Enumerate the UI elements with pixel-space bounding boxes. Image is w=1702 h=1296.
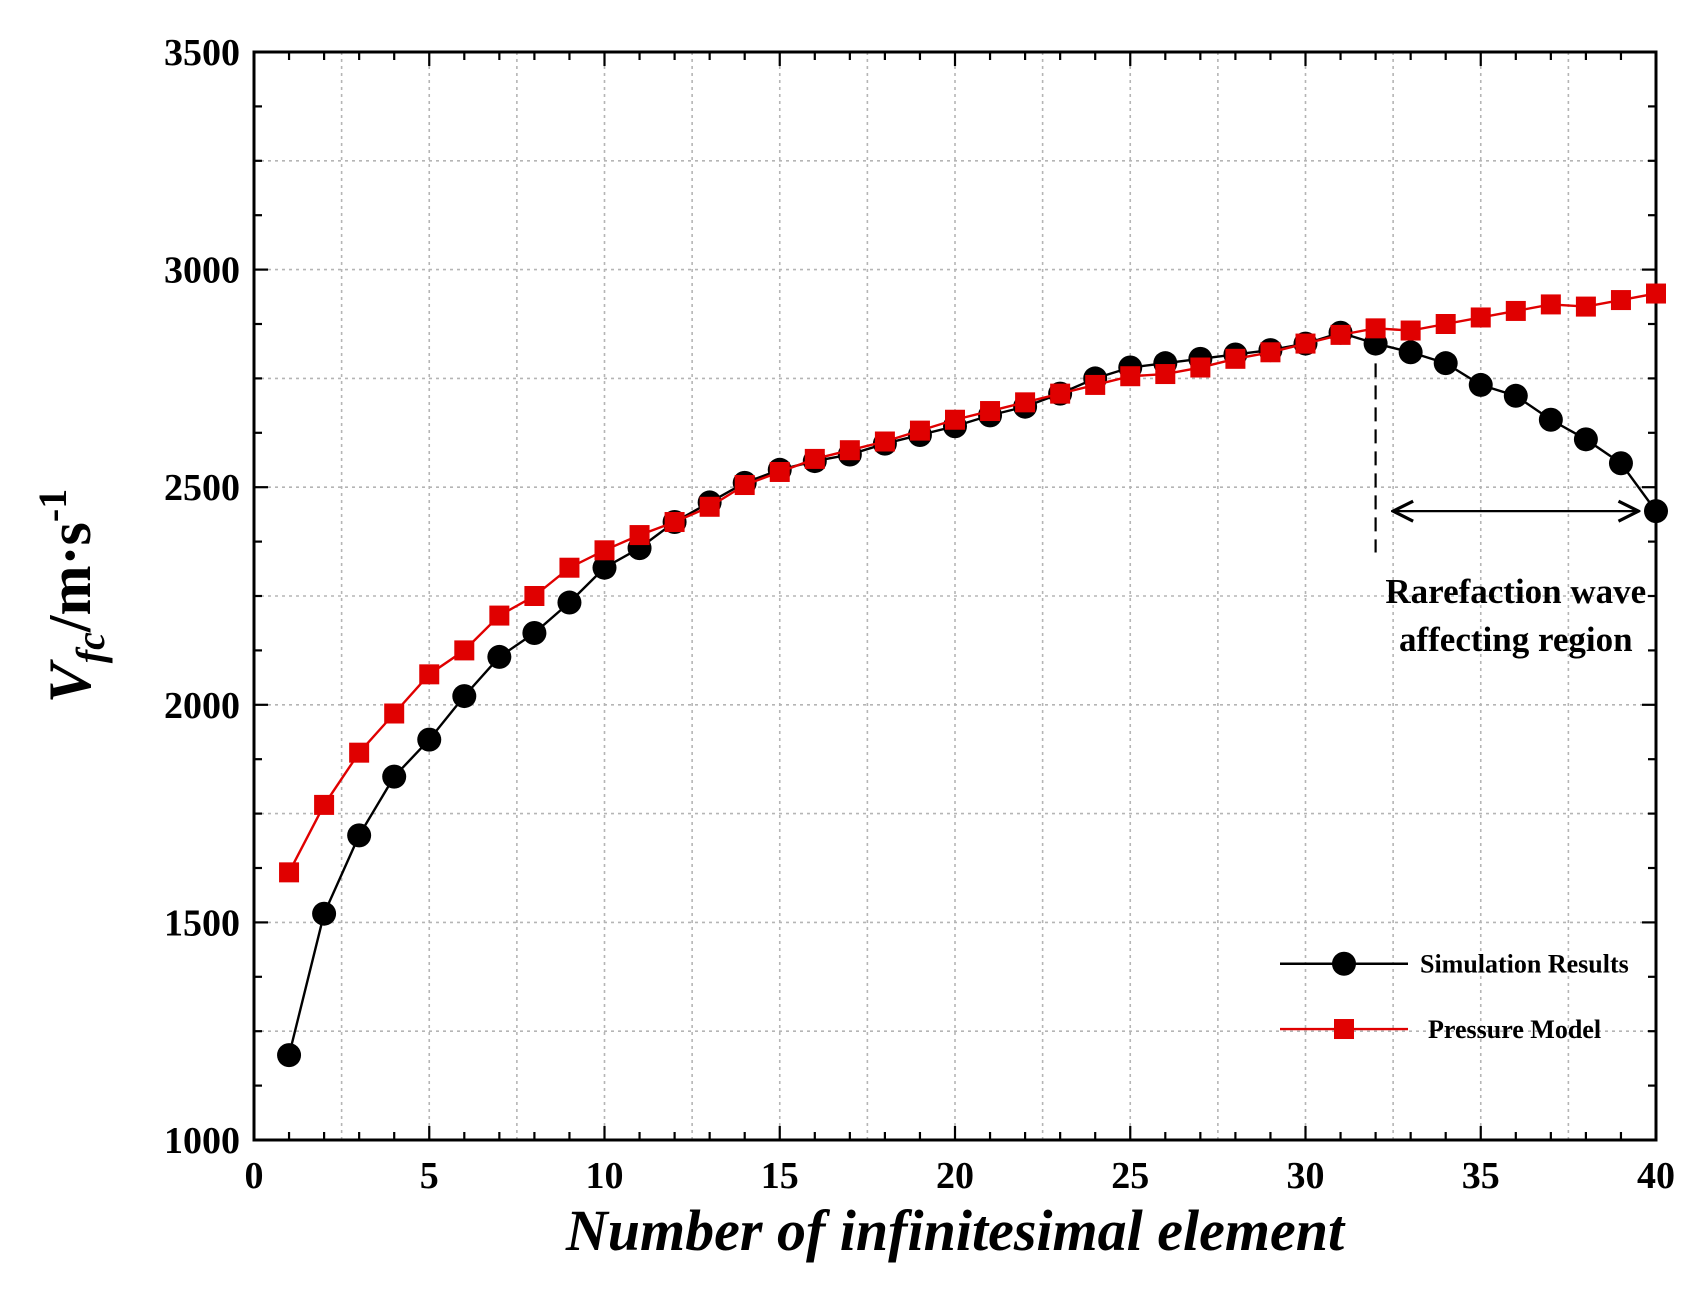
data-point [1015, 392, 1036, 413]
annotation-label-line2: affecting region [1399, 620, 1633, 659]
data-point [417, 727, 442, 752]
x-tick-label: 30 [1287, 1155, 1325, 1197]
data-point [1468, 372, 1493, 397]
x-tick-label: 35 [1462, 1155, 1500, 1197]
y-tick-label: 1500 [164, 902, 240, 944]
legend-marker-pressure [1334, 1019, 1354, 1040]
x-tick-label: 5 [420, 1155, 439, 1197]
data-point [1644, 499, 1668, 524]
data-point [1225, 348, 1246, 369]
data-point [312, 901, 337, 926]
data-point [489, 605, 510, 626]
data-point [1050, 383, 1071, 404]
data-point [980, 401, 1001, 422]
annotation-label-line1: Rarefaction wave [1385, 572, 1646, 611]
data-point [1608, 451, 1633, 476]
legend-label-pressure: Pressure Model [1428, 1015, 1601, 1044]
series-pressure-model [279, 283, 1666, 883]
grid [254, 52, 1656, 1140]
y-axis-title: Vfc/m·s-1 [30, 489, 113, 703]
axis-ticks: 0 5 10 15 20 25 30 35 40 1000 1500 2000 2500 3000 3500 [164, 32, 1675, 1197]
data-point [1330, 324, 1351, 345]
data-point [452, 684, 477, 709]
legend-label-simulation: Simulation Results [1420, 950, 1629, 979]
data-point [594, 540, 615, 561]
data-point [1573, 427, 1598, 452]
data-point [874, 431, 895, 452]
data-point [1295, 333, 1316, 354]
annotation: Rarefaction wave affecting region [1374, 341, 1646, 659]
data-point [592, 555, 617, 580]
data-point [347, 823, 372, 848]
data-point [314, 794, 335, 815]
data-point [1435, 314, 1456, 334]
data-point [629, 525, 650, 546]
data-point [277, 1043, 302, 1068]
data-point [454, 640, 475, 661]
data-point [1470, 307, 1491, 328]
y-tick-label: 2500 [164, 467, 240, 509]
data-point [1120, 366, 1141, 387]
legend-marker-simulation [1332, 951, 1356, 976]
y-axis-title-unit: /m·s [37, 522, 103, 633]
data-point [664, 512, 685, 533]
data-point [524, 586, 545, 606]
x-axis-title: Number of infinitesimal element [565, 1198, 1346, 1263]
data-point [1538, 407, 1563, 432]
data-point [839, 440, 860, 461]
data-point [734, 475, 755, 496]
data-point [1646, 283, 1666, 304]
data-point [487, 644, 512, 669]
x-tick-label: 20 [936, 1155, 974, 1197]
data-point [1260, 342, 1281, 363]
data-point [945, 409, 965, 430]
data-point [559, 557, 580, 578]
data-point [1190, 357, 1211, 378]
y-axis-title-subscript: fc [68, 632, 113, 663]
legend: Simulation Results Pressure Model [1280, 950, 1629, 1044]
data-point [382, 764, 407, 789]
data-point [804, 448, 825, 469]
data-point [279, 862, 300, 883]
data-point [909, 420, 930, 441]
y-axis-title-main: V [37, 658, 103, 703]
y-tick-label: 3500 [164, 32, 240, 74]
data-point [1085, 374, 1106, 395]
data-point [1610, 290, 1631, 311]
series-line [287, 331, 1657, 1056]
data-point [384, 703, 405, 724]
series-line [287, 292, 1657, 873]
y-axis-title-exponent: -1 [30, 489, 75, 522]
data-point [349, 742, 370, 763]
data-point [1433, 351, 1458, 376]
data-point [1365, 318, 1386, 339]
x-tick-label: 40 [1637, 1155, 1675, 1197]
data-point [1503, 383, 1528, 408]
x-tick-label: 10 [586, 1155, 624, 1197]
x-tick-label: 15 [761, 1155, 799, 1197]
data-point [1398, 340, 1423, 365]
data-point [1400, 320, 1421, 341]
data-point [419, 664, 440, 685]
data-point [699, 496, 720, 517]
x-tick-label: 0 [245, 1155, 264, 1197]
y-tick-label: 1000 [164, 1120, 240, 1162]
x-tick-label: 25 [1111, 1155, 1149, 1197]
y-tick-label: 3000 [164, 250, 240, 292]
series-layer [277, 283, 1668, 1068]
data-point [557, 590, 582, 615]
data-point [522, 620, 547, 645]
data-point [1575, 296, 1596, 317]
data-point [1540, 294, 1561, 315]
data-point [769, 461, 790, 482]
y-tick-label: 2000 [164, 685, 240, 727]
data-point [1155, 364, 1176, 385]
data-point [1505, 300, 1526, 321]
